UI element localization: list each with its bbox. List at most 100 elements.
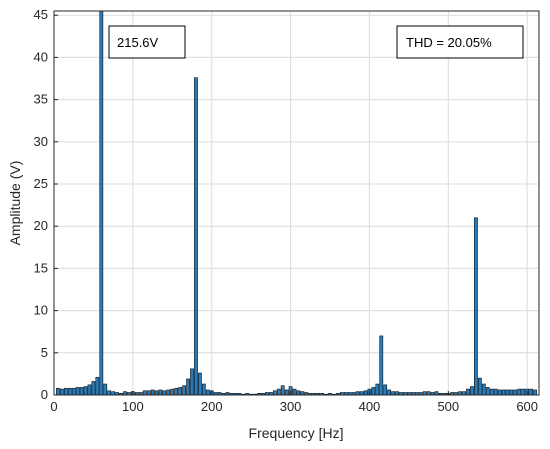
spectrum-bar xyxy=(474,217,478,396)
spectrum-bar xyxy=(107,390,112,396)
x-tick-label: 500 xyxy=(437,399,459,414)
spectrum-bar xyxy=(292,388,297,396)
spectrum-bar xyxy=(87,384,92,396)
spectrum-bar xyxy=(477,377,482,396)
spectrum-bar xyxy=(123,391,127,396)
x-tick-label: 300 xyxy=(280,399,302,414)
x-axis-label: Frequency [Hz] xyxy=(249,425,344,441)
spectrum-bar xyxy=(182,385,186,396)
spectrum-bar xyxy=(379,335,384,396)
spectrum-bar xyxy=(142,390,147,396)
spectrum-bar xyxy=(426,391,431,396)
spectrum-bar xyxy=(56,387,60,396)
spectrum-bar xyxy=(481,383,486,396)
annotation-fundamental-box xyxy=(108,25,186,59)
spectrum-bar xyxy=(91,381,96,396)
annotation-fundamental-text: 215.6V xyxy=(117,35,159,50)
y-tick-label: 5 xyxy=(41,345,48,360)
spectrum-bar xyxy=(63,387,68,396)
spectrum-bar xyxy=(154,390,159,396)
spectrum-bar xyxy=(71,387,76,396)
axis-ticks: 0 100 200 300 400 500 600 0 5 10 15 20 25 30 35 40 45 xyxy=(34,7,538,414)
x-tick-label: 600 xyxy=(516,399,538,414)
spectrum-bar xyxy=(493,388,498,396)
spectrum-bar xyxy=(103,383,108,396)
spectrum-bar xyxy=(363,390,368,396)
spectrum-bar xyxy=(272,390,277,396)
spectrum-bar xyxy=(111,391,116,396)
spectrum-bar xyxy=(166,389,171,396)
spectrum-bar xyxy=(201,383,206,396)
spectrum-bar xyxy=(485,387,490,396)
y-tick-label: 20 xyxy=(34,218,48,233)
y-tick-label: 15 xyxy=(34,260,48,275)
y-tick-label: 25 xyxy=(34,176,48,191)
spectrum-bar xyxy=(170,388,175,396)
spectrum-bar xyxy=(521,388,526,396)
spectrum-bar xyxy=(67,387,72,396)
x-tick-label: 400 xyxy=(359,399,381,414)
spectrum-bar xyxy=(99,10,104,396)
spectrum-bar xyxy=(434,391,439,396)
spectrum-bar xyxy=(162,390,167,396)
annotation-thd-text: THD = 20.05% xyxy=(406,35,492,50)
spectrum-bar xyxy=(375,383,380,396)
spectrum-bar xyxy=(387,389,392,396)
y-axis-label: Amplitude (V) xyxy=(7,161,23,246)
spectrum-bar xyxy=(300,391,305,396)
spectrum-bar xyxy=(296,390,301,396)
spectrum-bar xyxy=(95,376,100,396)
y-tick-label: 35 xyxy=(34,92,48,107)
spectrum-bar xyxy=(284,389,289,396)
plot-frame xyxy=(53,10,540,396)
y-tick-label: 10 xyxy=(34,303,48,318)
y-tick-label: 40 xyxy=(34,49,48,64)
spectrum-bar xyxy=(174,387,179,396)
plot-background xyxy=(54,11,539,395)
spectrum-bar xyxy=(489,388,494,396)
annotation-thd-box xyxy=(396,25,524,59)
spectrum-bar xyxy=(391,391,395,396)
spectrum-bar xyxy=(509,389,514,396)
x-tick-label: 0 xyxy=(50,399,57,414)
spectrum-bar xyxy=(146,390,151,396)
spectrum-bar xyxy=(458,391,463,396)
spectrum-bar xyxy=(79,387,84,396)
x-tick-label: 200 xyxy=(201,399,223,414)
spectrum-bar xyxy=(422,391,427,396)
spectrum-bar xyxy=(371,387,376,396)
spectrum-bar xyxy=(505,389,510,396)
spectrum-bar xyxy=(190,368,194,396)
spectrum-bar xyxy=(75,387,80,396)
spectrum-bar xyxy=(359,391,364,396)
y-tick-label: 0 xyxy=(41,387,48,402)
spectrum-bar xyxy=(466,388,470,396)
spectrum-bar xyxy=(470,386,474,396)
spectrum-bar xyxy=(60,388,64,396)
spectrum-bar xyxy=(198,372,202,396)
spectrum-bar xyxy=(395,391,399,396)
spectrum-bar xyxy=(513,389,518,396)
spectrum-bar xyxy=(276,388,281,396)
spectrum-bar xyxy=(205,389,210,396)
spectrum-bar xyxy=(533,389,537,396)
y-tick-label: 45 xyxy=(34,7,48,22)
spectrum-bar xyxy=(497,389,502,396)
spectrum-bar xyxy=(194,77,198,396)
annotation-fundamental: 215.6V xyxy=(108,25,186,59)
spectrum-bar xyxy=(186,378,190,396)
spectrum-bar xyxy=(517,388,522,396)
annotation-thd: THD = 20.05% xyxy=(396,25,524,59)
x-tick-label: 100 xyxy=(122,399,144,414)
y-tick-label: 30 xyxy=(34,134,48,149)
spectrum-bar xyxy=(280,385,285,396)
spectrum-bar xyxy=(150,389,155,396)
spectrum-bar xyxy=(383,384,388,396)
spectrum-bar xyxy=(501,389,506,396)
spectrum-bar xyxy=(178,387,183,396)
spectrum-bar xyxy=(355,391,360,396)
spectrum-bar xyxy=(529,388,533,396)
spectrum-bar xyxy=(462,391,466,396)
spectrum-bar xyxy=(83,386,88,396)
